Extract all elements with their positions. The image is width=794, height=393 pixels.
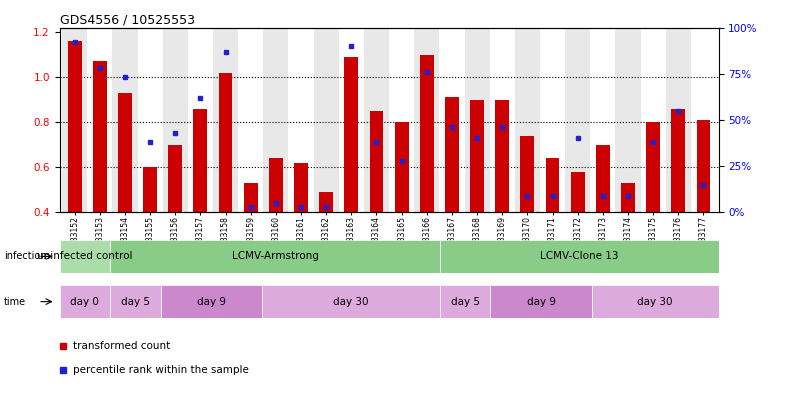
Bar [641,28,665,212]
Bar [110,240,440,273]
Text: percentile rank within the sample: percentile rank within the sample [73,365,249,375]
Bar [470,99,484,212]
Bar [521,136,534,212]
Bar [244,183,257,212]
Bar [264,28,288,212]
Bar [143,167,157,212]
Bar [314,28,339,212]
Bar [490,28,515,212]
Bar [672,108,685,212]
Bar [163,28,188,212]
Bar [218,73,233,212]
Text: LCMV-Armstrong: LCMV-Armstrong [232,252,318,261]
Bar [445,97,459,212]
Bar [238,28,264,212]
Bar [389,28,414,212]
Bar [188,28,213,212]
Bar [565,28,590,212]
Bar [440,285,491,318]
Bar [495,99,509,212]
Bar [621,183,635,212]
Text: day 5: day 5 [451,297,480,307]
Bar [288,28,314,212]
Bar [590,28,615,212]
Bar [515,28,540,212]
Bar [691,28,716,212]
Bar [665,28,691,212]
Text: uninfected control: uninfected control [37,252,133,261]
Bar [93,61,106,212]
Bar [592,285,719,318]
Bar [60,240,110,273]
Bar [168,145,182,212]
Text: day 30: day 30 [333,297,368,307]
Bar [319,192,333,212]
Bar [439,28,464,212]
Bar [137,28,163,212]
Bar [60,285,110,318]
Bar [67,41,82,212]
Text: infection: infection [4,252,47,261]
Text: day 0: day 0 [71,297,99,307]
Bar [440,240,719,273]
Bar [491,285,592,318]
Bar [113,28,137,212]
Bar [194,108,207,212]
Bar [646,122,660,212]
Bar [87,28,113,212]
Bar [364,28,389,212]
Bar [369,111,384,212]
Bar [339,28,364,212]
Text: day 30: day 30 [638,297,673,307]
Bar [420,55,434,212]
Text: day 9: day 9 [197,297,226,307]
Bar [545,158,560,212]
Text: LCMV-Clone 13: LCMV-Clone 13 [540,252,619,261]
Text: day 9: day 9 [526,297,556,307]
Bar [269,158,283,212]
Bar [294,163,308,212]
Text: time: time [4,297,26,307]
Bar [262,285,440,318]
Bar [345,57,358,212]
Text: day 5: day 5 [121,297,150,307]
Text: GDS4556 / 10525553: GDS4556 / 10525553 [60,13,195,26]
Bar [571,172,584,212]
Bar [395,122,409,212]
Bar [696,120,711,212]
Bar [110,285,161,318]
Bar [615,28,641,212]
Bar [62,28,87,212]
Bar [540,28,565,212]
Bar [596,145,610,212]
Bar [118,93,132,212]
Text: transformed count: transformed count [73,340,170,351]
Bar [213,28,238,212]
Bar [464,28,490,212]
Bar [414,28,439,212]
Bar [161,285,262,318]
